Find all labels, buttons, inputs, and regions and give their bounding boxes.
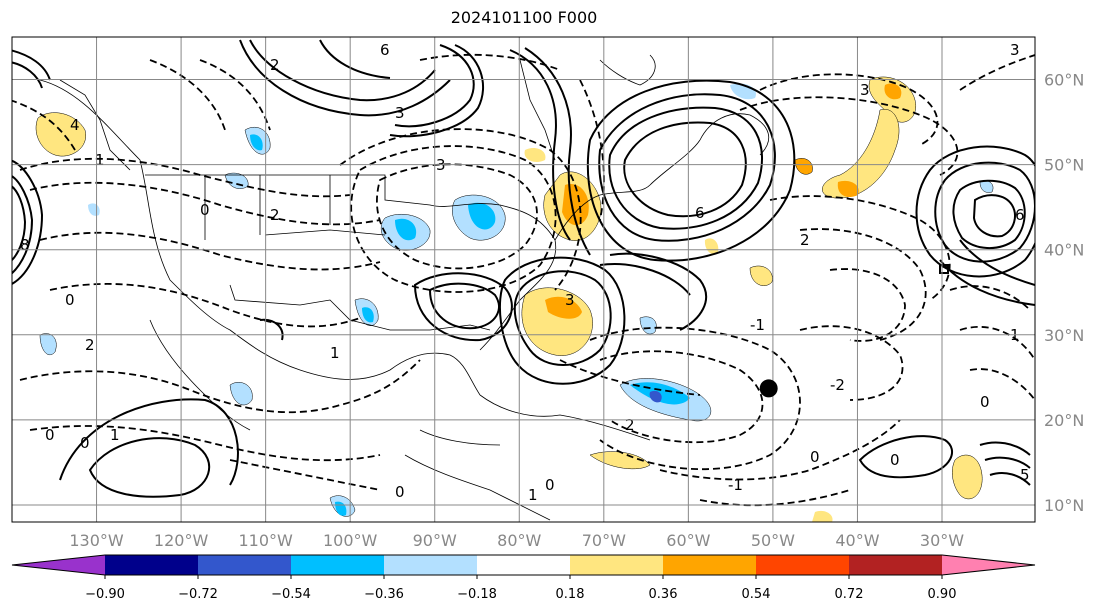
colorbar-tick-label: 0.18	[556, 587, 585, 602]
colorbar-segment	[663, 555, 756, 575]
colorbar-segment	[384, 555, 477, 575]
contour-label: 5	[1020, 466, 1030, 484]
contour-label: -1	[728, 476, 743, 494]
contour-label: 1	[95, 151, 105, 169]
colorbar-segment	[756, 555, 849, 575]
contour-label: 2	[270, 56, 280, 74]
latitude-label: 10°N	[1044, 496, 1084, 515]
latitude-label: 20°N	[1044, 411, 1084, 430]
contour-label: 0	[80, 434, 90, 452]
latitude-label: 50°N	[1044, 156, 1084, 175]
contour-label: 2	[270, 206, 280, 224]
contour-label: 2	[625, 416, 635, 434]
shading-layer	[35, 76, 994, 522]
longitude-labels: 130°W 120°W 110°W 100°W 90°W 80°W 70°W 60°W 50°W…	[69, 531, 964, 550]
colorbar-tick-labels: −0.90 −0.72 −0.54 −0.36 −0.18 0.18 0.36 0.54 0.7…	[85, 575, 956, 602]
colorbar-segment	[291, 555, 384, 575]
colorbar-tick-label: −0.18	[457, 587, 497, 602]
storm-center-marker	[759, 379, 778, 398]
colorbar-tick-label: −0.54	[271, 587, 311, 602]
colorbar-tick-label: −0.72	[178, 587, 218, 602]
contour-label: 6	[380, 41, 390, 59]
positive-contours	[12, 39, 1035, 498]
longitude-label: 50°W	[751, 531, 795, 550]
longitude-label: 60°W	[666, 531, 710, 550]
contour-label: -2	[830, 376, 845, 394]
longitude-label: 40°W	[835, 531, 879, 550]
colorbar-segment	[942, 555, 1035, 575]
contour-label: 0	[980, 393, 990, 411]
colorbar-tick-label: 0.36	[649, 587, 678, 602]
contour-label: 0	[395, 483, 405, 501]
longitude-label: 30°W	[920, 531, 964, 550]
colorbar-tick-label: −0.90	[85, 587, 125, 602]
colorbar-segment	[849, 555, 942, 575]
contour-label: 1	[528, 486, 538, 504]
contour-label: 0	[890, 451, 900, 469]
contour-label: -1	[750, 316, 765, 334]
longitude-label: 80°W	[497, 531, 541, 550]
colorbar-segment	[198, 555, 291, 575]
longitude-label: 110°W	[238, 531, 293, 550]
contour-label: 2	[800, 231, 810, 249]
map-layers: 6 3 3 3 6 8 6 3 1 0 0 1 0 0 0 0 0 5 0 2 …	[12, 37, 1035, 522]
latitude-label: 40°N	[1044, 241, 1084, 260]
longitude-label: 90°W	[413, 531, 457, 550]
contour-label: 6	[695, 204, 705, 222]
contour-label: 1	[330, 344, 340, 362]
storm-marker	[759, 379, 778, 398]
plot-title: 2024101100 F000	[450, 8, 598, 27]
colorbar-segment	[12, 555, 105, 575]
contour-labels: 6 3 3 3 6 8 6 3 1 0 0 1 0 0 0 0 0 5 0 2 …	[20, 41, 1030, 504]
contour-label: 1	[110, 426, 120, 444]
latitude-label: 30°N	[1044, 326, 1084, 345]
colorbar-tick-label: −0.36	[364, 587, 404, 602]
longitude-label: 100°W	[323, 531, 378, 550]
contour-label: 3	[860, 81, 870, 99]
colorbar-tick-label: 0.90	[928, 587, 957, 602]
longitude-label: 120°W	[154, 531, 209, 550]
colorbar-tick-label: 0.54	[742, 587, 771, 602]
graticule	[12, 37, 1035, 522]
longitude-label: 130°W	[69, 531, 124, 550]
colorbar-segment	[105, 555, 198, 575]
contour-label: 2	[85, 336, 95, 354]
contour-label: 0	[810, 448, 820, 466]
contour-label: 3	[395, 104, 405, 122]
contour-label: 4	[70, 116, 80, 134]
contour-label: 8	[20, 236, 30, 254]
contour-label: 6	[1015, 206, 1025, 224]
contour-label: 0	[65, 291, 75, 309]
negative-contours	[12, 53, 1035, 507]
longitude-label: 70°W	[582, 531, 626, 550]
contour-label: 0	[200, 201, 210, 219]
latitude-labels: 60°N 50°N 40°N 30°N 20°N 10°N	[1044, 71, 1084, 515]
colorbar-segment	[477, 555, 570, 575]
colorbar	[11, 554, 1036, 576]
contour-label: 0	[45, 426, 55, 444]
contour-label: 0	[545, 476, 555, 494]
latitude-label: 60°N	[1044, 71, 1084, 90]
colorbar-tick-label: 0.72	[835, 587, 864, 602]
contour-label: 3	[565, 291, 575, 309]
map-frame	[11, 36, 1036, 523]
contour-label: 3	[1010, 41, 1020, 59]
colorbar-segment	[570, 555, 663, 575]
